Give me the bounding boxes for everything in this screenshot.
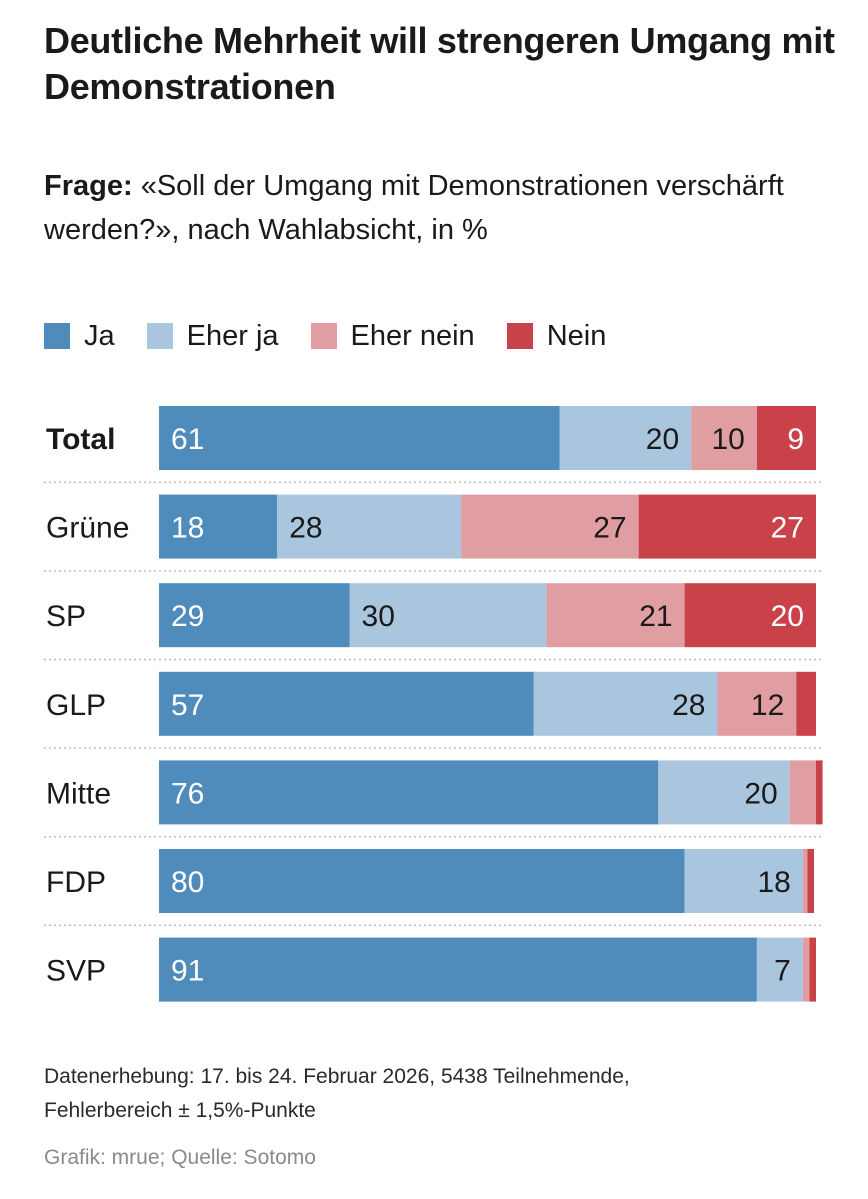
footnote-line-2: Fehlerbereich ± 1,5%-Punkte	[44, 1099, 316, 1122]
data-label-gruene-eher-ja: 28	[289, 512, 322, 545]
data-label-gruene-eher-nein: 27	[593, 512, 626, 545]
category-label-total: Total	[46, 423, 115, 456]
legend-item-eher-ja: Eher ja	[146, 319, 279, 353]
bar-total-nein	[756, 406, 816, 470]
bar-sp-eher-nein	[546, 583, 685, 648]
bar-gruene-ja	[159, 494, 278, 559]
legend-swatch-eher-nein	[310, 323, 337, 349]
bar-sp-ja	[159, 583, 350, 648]
bar-fdp-eher-ja	[684, 849, 803, 913]
question-body: «Soll der Umgang mit Demonstrationen ver…	[44, 170, 784, 246]
bar-total-eher-nein	[691, 406, 757, 470]
question-label: Frage:	[44, 170, 133, 202]
data-label-glp-ja: 57	[171, 689, 204, 722]
data-label-mitte-eher-ja: 20	[744, 777, 777, 810]
legend-item-ja: Ja	[44, 320, 115, 353]
bar-fdp-eher-nein	[802, 849, 808, 913]
legend-label-ja: Ja	[84, 319, 115, 352]
data-label-total-nein: 9	[787, 423, 804, 456]
legend-swatch-eher-ja	[146, 323, 173, 349]
bar-sp-eher-ja	[349, 583, 547, 648]
bar-mitte-nein	[816, 760, 823, 825]
data-label-total-eher-ja: 20	[646, 423, 679, 456]
data-label-total-eher-nein: 10	[711, 423, 744, 456]
legend-label-eher-nein: Eher nein	[350, 319, 475, 352]
bar-svp-ja	[159, 937, 757, 1002]
category-label-gruene: Grüne	[46, 512, 129, 545]
bar-gruene-eher-nein	[461, 494, 639, 559]
data-label-mitte-ja: 76	[171, 777, 204, 810]
bar-mitte-eher-nein	[789, 760, 816, 825]
data-label-svp-eher-ja: 7	[774, 955, 791, 988]
bar-glp-eher-nein	[717, 671, 797, 736]
bar-glp-nein	[796, 671, 816, 736]
data-label-fdp-ja: 80	[171, 866, 204, 899]
footnote-line-1: Datenerhebung: 17. bis 24. Februar 2026,…	[44, 1065, 630, 1088]
legend-item-eher-nein: Eher nein	[310, 319, 475, 353]
data-label-glp-eher-nein: 12	[751, 689, 784, 722]
legend-label-nein: Nein	[546, 319, 607, 352]
bar-mitte-eher-ja	[658, 760, 790, 825]
bar-mitte-ja	[159, 760, 659, 825]
bar-sp-nein	[684, 583, 816, 648]
legend-label-eher-ja: Eher ja	[186, 319, 279, 352]
bar-svp-eher-ja	[756, 937, 803, 1002]
bar-gruene-nein	[638, 494, 816, 559]
category-label-sp: SP	[46, 600, 86, 633]
stacked-bar-chart: Total 61 20 10 9 Grüne 18 28 27 27 SP 29 30 21 20 GLP 57…	[44, 406, 823, 1002]
data-label-gruene-ja: 18	[171, 512, 204, 545]
bar-glp-eher-ja	[533, 671, 718, 736]
data-label-total-ja: 61	[171, 423, 204, 456]
category-label-glp: GLP	[46, 689, 106, 722]
bar-svp-nein	[809, 937, 816, 1002]
bar-total-eher-ja	[559, 406, 692, 470]
legend-swatch-ja	[44, 323, 70, 349]
bar-gruene-eher-ja	[277, 494, 462, 559]
legend-item-nein: Nein	[506, 319, 607, 353]
data-label-sp-eher-nein: 21	[639, 600, 672, 633]
data-label-glp-eher-ja: 28	[672, 689, 705, 722]
legend-swatch-nein	[506, 323, 533, 349]
bar-svp-eher-nein	[802, 937, 810, 1002]
data-label-sp-ja: 29	[171, 600, 204, 633]
data-label-svp-ja: 91	[171, 955, 204, 988]
data-label-sp-eher-ja: 30	[362, 600, 395, 633]
data-label-gruene-nein: 27	[771, 512, 804, 545]
credit: Grafik: mrue; Quelle: Sotomo	[44, 1146, 316, 1169]
bar-fdp-ja	[159, 849, 685, 913]
category-label-fdp: FDP	[46, 866, 106, 899]
bar-glp-ja	[159, 671, 534, 736]
footnote: Datenerhebung: 17. bis 24. Februar 2026,…	[44, 1060, 844, 1128]
question-text: Frage: «Soll der Umgang mit Demonstratio…	[44, 164, 844, 252]
data-label-sp-nein: 20	[771, 600, 804, 633]
chart-title: Deutliche Mehrheit will strengeren Umgan…	[44, 20, 835, 107]
data-label-fdp-eher-ja: 18	[757, 866, 790, 899]
category-label-mitte: Mitte	[46, 777, 111, 810]
bar-fdp-nein	[807, 849, 815, 913]
legend: Ja Eher ja Eher nein Nein	[44, 318, 638, 354]
category-label-svp: SVP	[46, 955, 106, 988]
bar-total-ja	[159, 406, 560, 470]
